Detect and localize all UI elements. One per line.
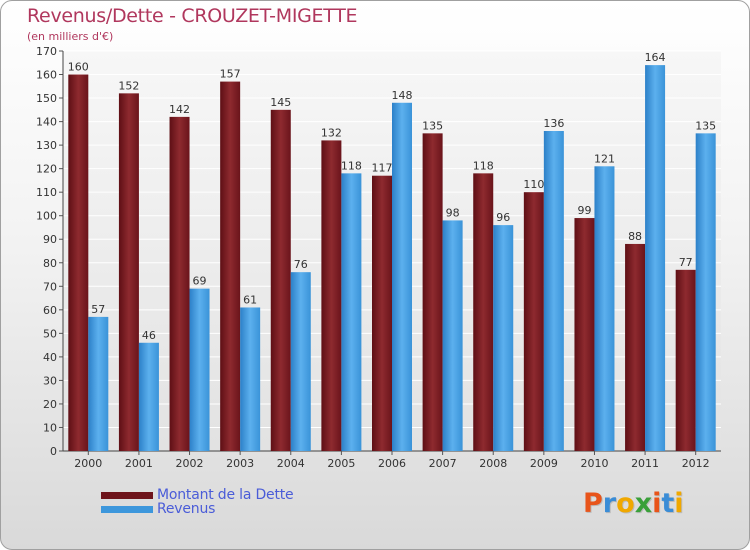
y-tick-label: 30 [43,374,57,387]
bar-debt [625,243,646,451]
bar-revenue [240,307,261,451]
data-label-revenue: 61 [243,293,257,306]
data-label-revenue: 46 [142,329,156,342]
x-tick-label: 2003 [226,457,254,470]
data-label-debt: 152 [118,79,139,92]
data-label-debt: 142 [169,103,190,116]
y-tick-label: 60 [43,304,57,317]
bar-revenue [442,220,463,451]
y-tick-label: 170 [36,45,57,58]
x-tick-label: 2004 [277,457,305,470]
bar-debt [68,74,89,451]
data-label-revenue: 98 [446,206,460,219]
y-tick-label: 110 [36,186,57,199]
legend-label-revenue: Revenus [157,501,216,517]
proxiti-logo: Proxiti [583,488,684,519]
y-tick-label: 160 [36,69,57,82]
bar-revenue [645,65,666,451]
x-tick-label: 2002 [176,457,204,470]
y-tick-label: 70 [43,280,57,293]
data-label-revenue: 96 [496,211,510,224]
data-label-revenue: 118 [341,159,362,172]
data-label-revenue: 76 [294,258,308,271]
y-tick-label: 40 [43,351,57,364]
y-tick-label: 150 [36,92,57,105]
y-tick-label: 20 [43,398,57,411]
data-label-debt: 160 [68,61,89,74]
x-tick-label: 2011 [631,457,659,470]
bar-debt [473,173,494,451]
bar-debt [422,133,443,451]
bar-debt [675,269,696,451]
data-label-revenue: 121 [594,152,615,165]
y-tick-label: 120 [36,163,57,176]
x-tick-label: 2001 [125,457,153,470]
chart-subtitle: (en milliers d'€) [27,30,114,43]
bar-revenue [543,131,564,451]
x-tick-label: 2010 [580,457,608,470]
data-label-debt: 135 [422,119,443,132]
y-tick-label: 90 [43,233,57,246]
data-label-debt: 117 [372,162,393,175]
chart-title: Revenus/Dette - CROUZET-MIGETTE [27,5,358,27]
data-label-debt: 118 [473,159,494,172]
bar-debt [321,140,342,452]
bar-debt [270,109,291,451]
bar-debt [574,218,595,451]
y-tick-label: 100 [36,210,57,223]
y-tick-label: 130 [36,139,57,152]
bar-debt [372,175,392,452]
bar-revenue [695,133,716,451]
x-tick-label: 2000 [74,457,102,470]
y-tick-label: 140 [36,116,57,129]
bar-debt [523,192,544,452]
bar-revenue [594,166,615,451]
data-label-revenue: 148 [392,89,413,102]
x-tick-label: 2005 [327,457,355,470]
data-label-debt: 77 [679,256,693,269]
legend-swatch-debt [101,492,153,499]
x-tick-label: 2008 [479,457,507,470]
bar-revenue [493,225,514,451]
data-label-revenue: 164 [645,51,666,64]
bar-revenue [392,102,412,451]
data-label-debt: 157 [220,68,241,81]
data-label-debt: 88 [628,230,642,243]
legend-swatch-revenue [101,506,153,513]
x-tick-label: 2006 [378,457,406,470]
bar-debt [118,93,139,452]
data-label-debt: 99 [577,204,591,217]
bar-debt [169,116,190,451]
data-label-debt: 110 [523,178,544,191]
data-label-revenue: 136 [543,117,564,130]
x-tick-label: 2009 [530,457,558,470]
data-label-debt: 145 [270,96,291,109]
data-label-revenue: 57 [91,303,105,316]
bar-revenue [290,272,311,451]
bar-revenue [189,288,210,451]
bar-revenue [88,316,109,451]
bar-revenue [138,342,159,451]
y-tick-label: 10 [43,421,57,434]
x-tick-label: 2007 [429,457,457,470]
data-label-debt: 132 [321,126,342,139]
y-tick-label: 80 [43,257,57,270]
legend-label-debt: Montant de la Dette [157,487,294,503]
x-tick-label: 2012 [682,457,710,470]
bar-debt [220,81,241,452]
bar-revenue [341,173,362,451]
data-label-revenue: 135 [695,119,716,132]
y-tick-label: 0 [50,445,57,458]
data-label-revenue: 69 [193,275,207,288]
y-tick-label: 50 [43,327,57,340]
